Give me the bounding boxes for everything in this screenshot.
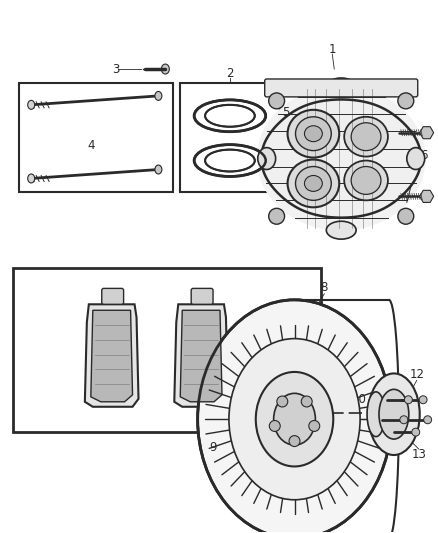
FancyBboxPatch shape [265,79,418,97]
Ellipse shape [274,393,315,445]
Ellipse shape [379,389,409,439]
Ellipse shape [344,117,388,157]
Text: 7: 7 [321,343,328,356]
Ellipse shape [161,64,170,74]
Ellipse shape [257,86,426,231]
Circle shape [398,93,414,109]
Text: 11: 11 [376,388,392,401]
Ellipse shape [407,148,425,169]
Circle shape [289,435,300,447]
Ellipse shape [296,117,331,151]
Circle shape [268,93,285,109]
Ellipse shape [275,151,300,162]
Polygon shape [261,100,421,217]
Ellipse shape [296,166,331,200]
Polygon shape [85,304,138,407]
Ellipse shape [155,165,162,174]
Text: 6: 6 [420,149,427,162]
Ellipse shape [351,166,381,195]
Bar [19,83,173,192]
Text: 9: 9 [209,441,217,454]
Text: 1: 1 [328,43,336,55]
Text: 5: 5 [282,106,289,119]
Ellipse shape [281,181,294,187]
Polygon shape [174,304,228,407]
Circle shape [404,396,412,403]
Ellipse shape [288,159,339,207]
FancyBboxPatch shape [102,288,124,304]
Ellipse shape [351,123,381,151]
Polygon shape [91,310,133,402]
Ellipse shape [194,100,266,132]
Bar [13,268,321,432]
Ellipse shape [205,105,255,127]
Polygon shape [180,310,222,402]
Polygon shape [420,127,434,139]
Ellipse shape [194,144,266,176]
Ellipse shape [155,92,162,100]
Ellipse shape [28,174,35,183]
Ellipse shape [256,372,333,466]
Circle shape [309,421,320,431]
Polygon shape [420,190,434,203]
Ellipse shape [274,125,301,136]
Ellipse shape [288,110,339,158]
Circle shape [277,396,288,407]
Ellipse shape [367,392,385,437]
Text: 4: 4 [87,139,95,152]
Ellipse shape [326,78,356,96]
Text: 12: 12 [409,368,424,381]
Ellipse shape [304,175,322,191]
Text: 10: 10 [352,393,367,406]
Text: 13: 13 [411,448,426,461]
Ellipse shape [344,160,388,200]
Ellipse shape [205,150,255,172]
Text: 3: 3 [112,62,119,76]
Ellipse shape [304,126,322,142]
Circle shape [419,396,427,403]
Bar [180,83,279,192]
Circle shape [268,208,285,224]
Circle shape [400,416,408,424]
Circle shape [424,416,431,424]
FancyBboxPatch shape [191,288,213,304]
Ellipse shape [258,148,276,169]
Ellipse shape [28,100,35,109]
Circle shape [398,208,414,224]
Circle shape [412,428,420,436]
Ellipse shape [205,150,255,172]
Circle shape [301,396,312,407]
Ellipse shape [368,374,420,455]
Ellipse shape [198,300,392,533]
Ellipse shape [229,338,360,500]
Circle shape [269,421,280,431]
Text: 8: 8 [321,281,328,294]
Text: 2: 2 [226,67,234,79]
Ellipse shape [194,144,266,176]
Ellipse shape [194,100,266,132]
Ellipse shape [205,105,255,127]
Ellipse shape [326,221,356,239]
